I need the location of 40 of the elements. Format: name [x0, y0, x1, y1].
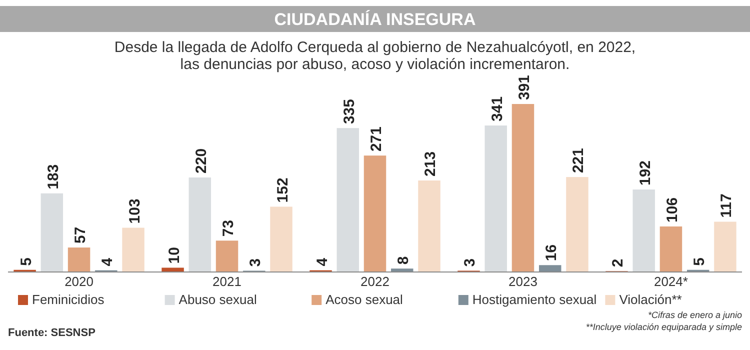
data-label: 117 [718, 194, 736, 218]
data-label: 106 [664, 197, 681, 222]
data-label: 16 [543, 244, 560, 262]
data-label: 57 [72, 226, 90, 244]
data-label: 10 [166, 247, 183, 264]
data-label: 391 [516, 74, 533, 100]
data-label: 4 [99, 257, 116, 266]
data-label: 73 [220, 220, 238, 237]
data-label: 103 [126, 198, 144, 224]
text: *Cifras de enero a junio [648, 310, 742, 320]
data-label: 5 [691, 258, 708, 266]
legend-label: Hostigamiento sexual [472, 292, 597, 307]
data-label: 335 [340, 99, 358, 124]
legend-label: Feminicidios [32, 292, 105, 307]
data-label: 341 [488, 96, 506, 122]
data-label: 4 [314, 257, 331, 266]
chart-subtitle: Desde la llegada de Adolfo Cerqueda al gobierno de Nezahualcóyotl, en 2022, las denuncias por abuso, acoso y violación incrementaron. [114, 39, 636, 73]
x-tick-label: 2024* [654, 274, 688, 289]
data-label: 3 [247, 258, 264, 267]
x-tick-label: 2020 [64, 274, 94, 289]
data-label: 183 [44, 164, 62, 190]
data-label: 152 [274, 178, 292, 203]
legend-label: Abuso sexual [178, 292, 257, 307]
data-label: 2 [610, 258, 627, 268]
data-label: 213 [422, 151, 440, 176]
legend-label: Violación** [619, 292, 682, 307]
text: **Incluye violación equiparada y simple [586, 322, 742, 332]
x-tick-label: 2021 [212, 274, 242, 289]
data-label: 5 [18, 258, 35, 266]
source-note: Fuente: SESNSP [8, 327, 96, 339]
data-label: 220 [192, 148, 210, 174]
x-tick-label: 2022 [360, 274, 390, 289]
legend-label: Acoso sexual [326, 292, 404, 307]
data-label: 271 [368, 126, 385, 152]
data-label: 3 [462, 258, 479, 267]
chart-title: CIUDADANÍA INSEGURA [274, 9, 476, 29]
data-label: 192 [636, 160, 654, 186]
data-label: 8 [395, 256, 412, 265]
data-label: 221 [570, 148, 588, 174]
x-tick-label: 2023 [508, 274, 538, 289]
